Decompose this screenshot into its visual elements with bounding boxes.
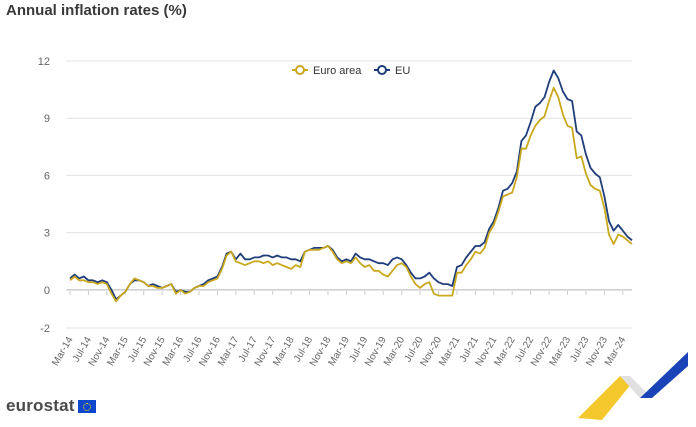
- logo-text: eurostat: [6, 396, 75, 415]
- eu-flag-icon: [77, 399, 96, 413]
- legend-marker-euro-area: [295, 65, 305, 75]
- series-lines: [69, 69, 633, 303]
- y-tick-label: 0: [44, 285, 50, 297]
- chart-title: Annual inflation rates (%): [6, 2, 187, 19]
- eurostat-logo: eurostat: [6, 396, 96, 416]
- y-axis-ticks: 12 9 6 3 0 -2: [38, 56, 50, 335]
- legend-label-euro-area: Euro area: [313, 65, 362, 77]
- y-tick-label: 12: [38, 56, 50, 68]
- series-line-euro-area: [69, 86, 633, 303]
- legend-marker-eu: [377, 65, 387, 75]
- y-tick-label: -2: [40, 323, 50, 335]
- y-tick-label: 6: [44, 170, 50, 182]
- grid-lines: [66, 60, 632, 329]
- x-tick-label: Mar-14: [50, 335, 76, 368]
- legend-label-eu: EU: [395, 65, 410, 77]
- brand-chevron-decoration: [578, 352, 688, 420]
- x-axis-ticks: Mar-14Jul-14Nov-14Mar-15Jul-15Nov-15Mar-…: [50, 291, 629, 368]
- chart-legend: Euro area EU: [292, 65, 410, 77]
- y-tick-label: 3: [44, 228, 50, 240]
- y-tick-label: 9: [44, 113, 50, 125]
